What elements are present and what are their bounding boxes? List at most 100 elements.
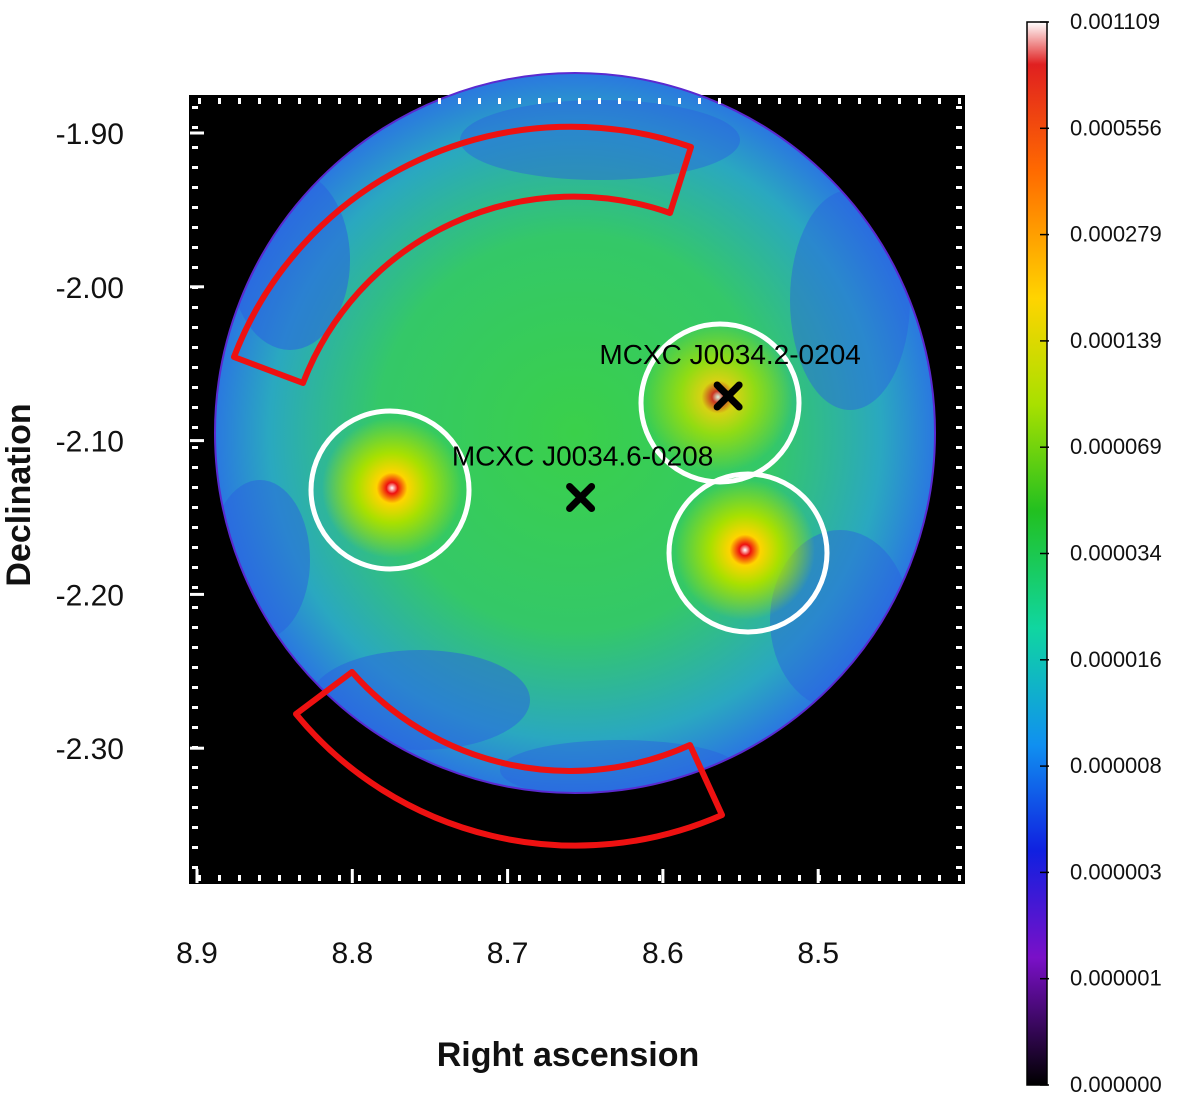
minor-tick	[192, 486, 198, 489]
minor-tick	[478, 98, 481, 104]
minor-tick	[956, 746, 962, 749]
minor-tick	[398, 875, 401, 881]
background-sector-north	[231, 123, 694, 386]
x-tick-label: 8.5	[797, 937, 839, 970]
minor-tick	[956, 426, 962, 429]
minor-tick	[638, 875, 641, 881]
minor-tick	[918, 98, 921, 104]
colorbar: 0.001109 0.000556 0.000279 0.000139 0.000069…	[1026, 9, 1162, 1097]
minor-tick	[478, 875, 481, 881]
colorbar-label: 0.000034	[1070, 541, 1162, 566]
minor-tick	[956, 286, 962, 289]
minor-tick	[458, 98, 461, 104]
exclusion-circles	[308, 321, 830, 635]
minor-tick	[858, 98, 861, 104]
minor-tick	[378, 875, 381, 881]
minor-tick	[192, 866, 198, 869]
cluster-emission-west	[643, 322, 793, 472]
minor-tick	[192, 426, 198, 429]
minor-tick	[192, 346, 198, 349]
minor-tick	[956, 726, 962, 729]
y-major-tick	[190, 285, 204, 289]
colorbar-label: 0.000016	[1070, 647, 1162, 672]
minor-tick	[438, 98, 441, 104]
colorbar-label: 0.000008	[1070, 753, 1162, 778]
minor-tick	[598, 98, 601, 104]
source-marker	[566, 483, 596, 513]
minor-tick	[192, 566, 198, 569]
minor-tick	[192, 786, 198, 789]
minor-tick	[192, 306, 198, 309]
minor-tick	[956, 866, 962, 869]
minor-tick	[958, 875, 961, 881]
minor-tick	[192, 666, 198, 669]
minor-tick	[878, 98, 881, 104]
x-major-tick	[195, 869, 199, 883]
minor-tick	[418, 875, 421, 881]
x-major-tick	[350, 869, 354, 883]
background-regions	[231, 123, 725, 849]
minor-tick	[878, 875, 881, 881]
minor-tick	[678, 875, 681, 881]
y-tick-label: -2.10	[56, 426, 124, 459]
minor-tick	[758, 98, 761, 104]
minor-tick	[538, 98, 541, 104]
minor-tick	[192, 846, 198, 849]
minor-tick	[192, 646, 198, 649]
minor-tick	[718, 875, 721, 881]
y-tick-label: -2.30	[56, 733, 124, 766]
y-major-tick	[190, 746, 204, 750]
y-tick-label: -2.20	[56, 579, 124, 612]
minor-tick	[238, 875, 241, 881]
minor-tick	[956, 686, 962, 689]
minor-tick	[518, 98, 521, 104]
low-count-patch	[460, 100, 740, 180]
colorbar-label: 0.001109	[1070, 9, 1160, 34]
minor-tick	[278, 98, 281, 104]
colorbar-label: 0.000069	[1070, 434, 1162, 459]
minor-tick	[298, 98, 301, 104]
minor-tick	[192, 146, 198, 149]
minor-tick	[192, 506, 198, 509]
minor-tick	[192, 166, 198, 169]
minor-tick	[956, 306, 962, 309]
x-tick-label: 8.8	[331, 937, 373, 970]
minor-tick	[192, 186, 198, 189]
minor-tick	[698, 875, 701, 881]
minor-tick	[956, 586, 962, 589]
minor-tick	[956, 526, 962, 529]
x-major-tick	[506, 869, 510, 883]
cluster-emission-southwest	[675, 480, 815, 620]
x-major-tick	[661, 869, 665, 883]
minor-tick	[192, 246, 198, 249]
minor-tick	[558, 98, 561, 104]
colorbar-label: 0.000556	[1070, 115, 1162, 140]
minor-tick	[192, 226, 198, 229]
minor-tick	[838, 98, 841, 104]
minor-tick	[498, 98, 501, 104]
cluster-emission-east	[322, 418, 462, 558]
minor-tick	[318, 875, 321, 881]
minor-tick	[192, 586, 198, 589]
minor-tick	[956, 806, 962, 809]
minor-tick	[778, 98, 781, 104]
minor-tick	[192, 726, 198, 729]
minor-tick	[192, 806, 198, 809]
minor-tick	[298, 875, 301, 881]
minor-tick	[498, 875, 501, 881]
minor-tick	[898, 98, 901, 104]
minor-tick	[956, 606, 962, 609]
minor-tick	[938, 875, 941, 881]
minor-tick	[956, 506, 962, 509]
minor-tick	[778, 875, 781, 881]
exclusion-circle	[638, 321, 802, 485]
minor-tick	[956, 646, 962, 649]
minor-tick	[956, 486, 962, 489]
minor-tick	[738, 98, 741, 104]
y-major-tick	[190, 131, 204, 135]
minor-tick	[718, 98, 721, 104]
minor-tick	[658, 98, 661, 104]
minor-tick	[938, 98, 941, 104]
minor-tick	[956, 146, 962, 149]
